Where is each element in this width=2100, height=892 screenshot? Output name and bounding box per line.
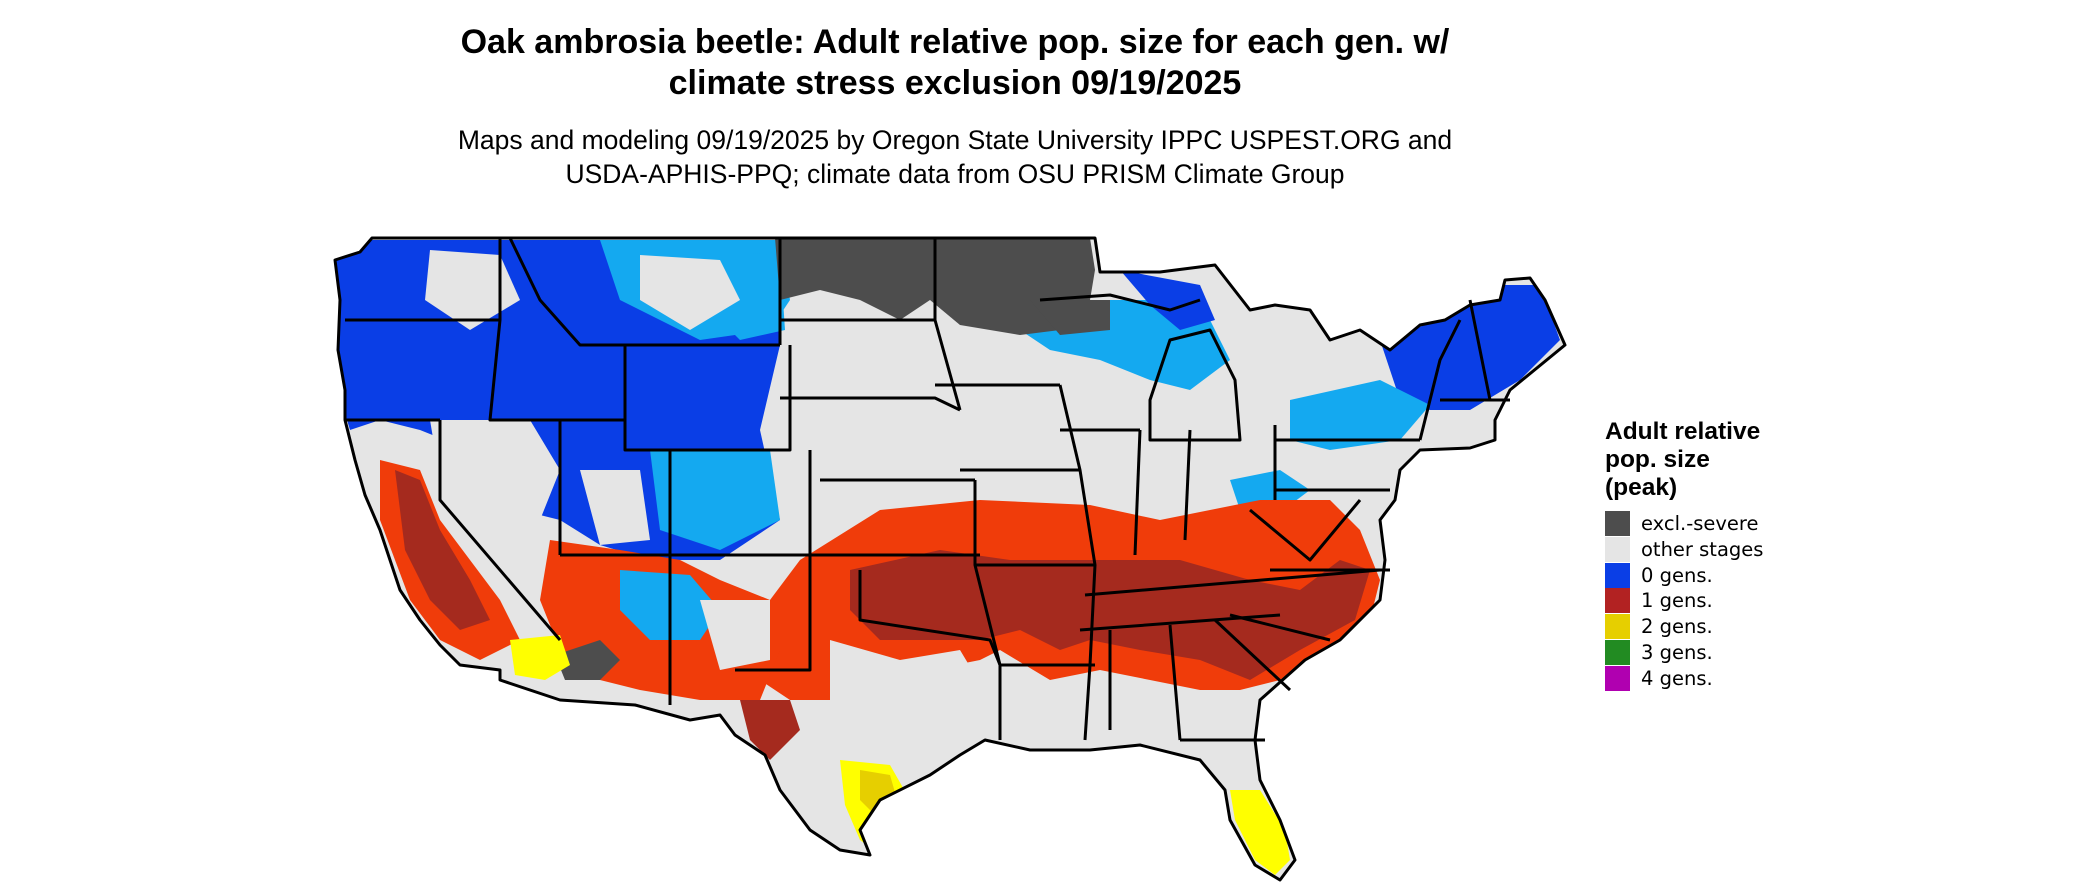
map-title: Oak ambrosia beetle: Adult relative pop.… bbox=[0, 22, 1910, 104]
other-stages-texas-gap bbox=[830, 640, 990, 760]
one-gen-dark-california-region bbox=[395, 470, 490, 630]
other-stages-montana-gap bbox=[640, 255, 740, 330]
legend-swatch bbox=[1605, 588, 1630, 614]
legend-items: excl.-severe other stages 0 gens. 1 gens… bbox=[1605, 511, 1905, 692]
state-line-mo-east bbox=[973, 480, 1002, 740]
state-line-il-in bbox=[1133, 429, 1142, 556]
legend-item-3-gens: 3 gens. bbox=[1605, 639, 1905, 666]
two-gens-florida-region bbox=[1230, 790, 1290, 875]
legend-item-1-gens: 1 gens. bbox=[1605, 588, 1905, 614]
map-subtitle-line-2: USDA-APHIS-PPQ; climate data from OSU PR… bbox=[565, 159, 1345, 189]
legend-item-4-gens: 4 gens. bbox=[1605, 665, 1905, 692]
legend-item-2-gens: 2 gens. bbox=[1605, 614, 1905, 640]
other-stages-idaho-gap bbox=[425, 250, 520, 330]
zero-gens-light-northeast-region bbox=[1290, 380, 1430, 450]
state-line-upper-michigan bbox=[1039, 293, 1201, 312]
state-line-mississippi-river bbox=[1058, 384, 1097, 741]
legend-label: 4 gens. bbox=[1641, 666, 1713, 690]
one-gen-dark-west-texas-region bbox=[740, 700, 800, 760]
state-line-al-ga bbox=[1168, 624, 1182, 741]
legend-title-line-3: (peak) bbox=[1605, 474, 1678, 501]
legend-label: 2 gens. bbox=[1641, 615, 1713, 639]
excluded-upper-michigan-region bbox=[1030, 300, 1110, 335]
state-line-tn-ms-al-ga bbox=[1079, 613, 1281, 632]
other-stages-great-basin-gap bbox=[430, 420, 560, 520]
two-gens-southwest-desert-region bbox=[510, 635, 570, 680]
state-line-in-oh bbox=[1183, 429, 1192, 541]
legend-swatch bbox=[1605, 536, 1630, 562]
legend-item-other-stages: other stages bbox=[1605, 536, 1905, 563]
zero-gens-light-colorado-region bbox=[650, 450, 780, 550]
legend-label: excl.-severe bbox=[1641, 512, 1759, 535]
legend-swatch bbox=[1605, 665, 1630, 691]
map-subtitle-line-1: Maps and modeling 09/19/2025 by Oregon S… bbox=[457, 125, 1453, 155]
state-line-michigan bbox=[1148, 328, 1242, 442]
state-line-wv-va bbox=[1249, 499, 1362, 562]
zero-gens-upper-michigan-region bbox=[1120, 270, 1215, 330]
map-subtitle: Maps and modeling 09/19/2025 by Oregon S… bbox=[0, 123, 1910, 191]
state-line-mn bbox=[933, 238, 962, 411]
excluded-arizona-desert-region bbox=[555, 640, 620, 680]
map-legend: Adult relative pop. size (peak) excl.-se… bbox=[1605, 418, 1905, 692]
legend-item-excl-severe: excl.-severe bbox=[1605, 511, 1905, 537]
legend-label: 0 gens. bbox=[1641, 563, 1713, 587]
legend-swatch bbox=[1605, 639, 1630, 665]
legend-swatch bbox=[1605, 511, 1630, 536]
us-outline bbox=[333, 236, 1567, 882]
state-line-ok-tx bbox=[858, 570, 1002, 666]
legend-swatch bbox=[1605, 562, 1630, 588]
map-title-line-2: climate stress exclusion 09/19/2025 bbox=[668, 64, 1242, 102]
legend-swatch bbox=[1605, 614, 1630, 640]
state-line-nm-tx bbox=[735, 555, 812, 672]
state-line-sd-ne bbox=[780, 396, 961, 412]
other-stages-utah-gap bbox=[580, 470, 650, 545]
legend-label: other stages bbox=[1641, 537, 1764, 561]
legend-item-0-gens: 0 gens. bbox=[1605, 562, 1905, 589]
state-line-ga-sc bbox=[1213, 618, 1292, 692]
map-title-line-1: Oak ambrosia beetle: Adult relative pop.… bbox=[460, 23, 1450, 61]
legend-title-line-1: Adult relative bbox=[1605, 418, 1761, 445]
legend-title-line-2: pop. size bbox=[1605, 446, 1710, 473]
state-line-ca-nv bbox=[438, 420, 562, 641]
state-line-new-england bbox=[1418, 299, 1510, 441]
zero-gens-northeast-region bbox=[1380, 285, 1560, 410]
state-line-nc-sc bbox=[1229, 613, 1331, 642]
state-borders bbox=[333, 236, 1567, 882]
state-line-ky-tn bbox=[1084, 568, 1381, 597]
legend-title: Adult relative pop. size (peak) bbox=[1605, 418, 1905, 502]
map-fill-regions bbox=[335, 238, 1565, 880]
legend-label: 1 gens. bbox=[1641, 589, 1713, 613]
legend-label: 3 gens. bbox=[1641, 640, 1713, 664]
other-stages-new-mexico-gap bbox=[700, 600, 770, 670]
